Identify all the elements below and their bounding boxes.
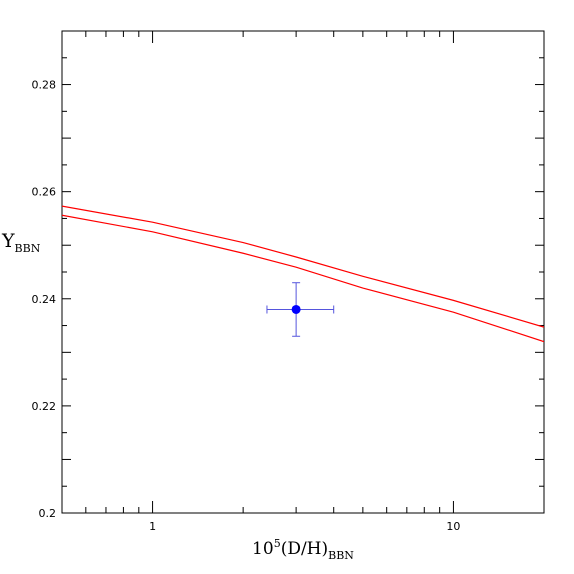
x-axis-label: 105(D/H)BBN xyxy=(252,537,354,562)
series-line-2 xyxy=(62,214,544,343)
y-tick-label: 0.2 xyxy=(39,507,57,520)
axis-tick-labels: 0.2 0.22 0.24 0.26 0.28 1 10 xyxy=(32,79,461,533)
y-axis-label-main: Y xyxy=(1,230,15,252)
x-axis-label-sup: 5 xyxy=(274,537,281,550)
series-line-1 xyxy=(62,205,544,328)
y-axis-label-sub: BBN xyxy=(15,242,41,255)
y-axis-label: YBBN xyxy=(1,230,41,255)
x-axis-label-paren: (D/H) xyxy=(281,539,328,559)
points-layer xyxy=(266,282,335,337)
axis-ticks xyxy=(61,30,545,514)
x-axis-label-sub: BBN xyxy=(328,549,354,562)
x-axis-label-main: 10 xyxy=(252,539,274,559)
y-tick-label: 0.24 xyxy=(32,293,57,306)
plot-frame xyxy=(61,30,545,514)
y-tick-label: 0.28 xyxy=(32,79,57,92)
data-point xyxy=(291,304,301,314)
x-tick-label: 10 xyxy=(446,520,460,533)
x-tick-label: 1 xyxy=(149,520,156,533)
y-tick-label: 0.26 xyxy=(32,186,57,199)
y-tick-label: 0.22 xyxy=(32,400,57,413)
series-layer xyxy=(62,205,544,343)
